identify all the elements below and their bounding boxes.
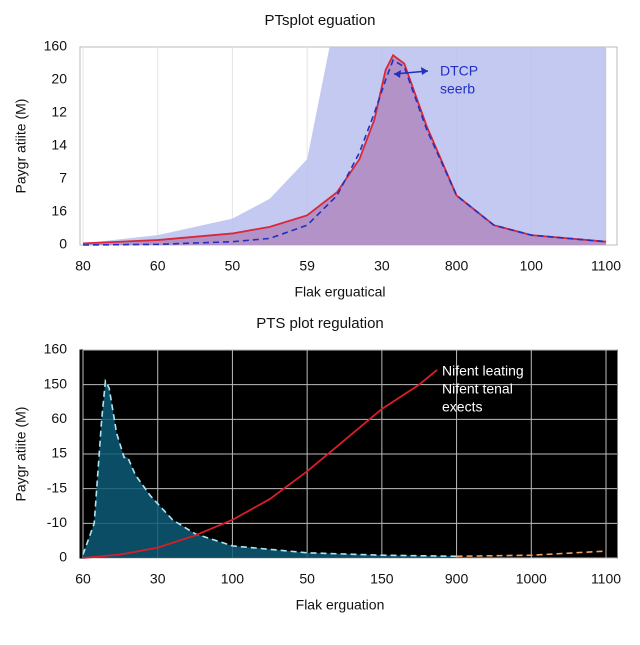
x-tick-label: 1100 <box>591 258 621 274</box>
annotation: DTCP <box>440 63 478 79</box>
y-tick-label: 160 <box>44 341 68 357</box>
y-tick-label: -15 <box>47 479 67 495</box>
x-tick-label: 50 <box>225 258 241 274</box>
x-tick-label: 1100 <box>591 571 621 587</box>
y-tick-label: 14 <box>51 137 67 153</box>
x-tick-label: 900 <box>445 571 469 587</box>
x-tick-label: 59 <box>299 258 315 274</box>
chart-title: PTS plot regulation <box>256 315 384 332</box>
series-line <box>82 59 607 246</box>
y-tick-label: 15 <box>51 445 67 461</box>
y-tick-label: 0 <box>59 549 67 565</box>
y-axis-label: Paygr atiite (M) <box>13 407 29 502</box>
y-tick-label: 12 <box>51 104 67 120</box>
x-tick-label: 60 <box>150 258 166 274</box>
annotation: exects <box>442 399 482 415</box>
series-line <box>82 369 438 559</box>
annotation-arrow <box>393 67 429 78</box>
series-area <box>83 55 606 245</box>
y-axis-label: Paygr atiite (M) <box>13 99 29 194</box>
x-tick-label: 150 <box>370 571 394 587</box>
x-tick-label: 1000 <box>516 571 547 587</box>
x-axis-label: Flak erguation <box>296 597 385 613</box>
y-tick-label: 160 <box>44 38 68 54</box>
y-tick-label: -10 <box>47 514 67 530</box>
chart-title: PTsplot eguation <box>265 12 376 29</box>
x-tick-label: 100 <box>520 258 544 274</box>
x-tick-label: 800 <box>445 258 469 274</box>
x-tick-label: 80 <box>75 258 91 274</box>
y-tick-label: 0 <box>59 236 67 252</box>
y-tick-label: 60 <box>51 410 67 426</box>
x-tick-label: 50 <box>299 571 315 587</box>
series-area <box>83 47 606 245</box>
annotation: seerb <box>440 81 475 97</box>
y-tick-label: 7 <box>59 170 67 186</box>
annotation: Nifent tenal <box>442 381 513 397</box>
x-tick-label: 30 <box>150 571 166 587</box>
x-tick-label: 100 <box>221 571 245 587</box>
x-tick-label: 30 <box>374 258 390 274</box>
y-tick-label: 20 <box>51 71 67 87</box>
y-tick-label: 16 <box>51 203 67 219</box>
series-line <box>456 550 607 558</box>
x-tick-label: 60 <box>75 571 91 587</box>
series-area <box>83 381 457 558</box>
annotation: Nifent leating <box>442 363 524 379</box>
x-axis-label: Flak erguatical <box>294 284 385 300</box>
y-tick-label: 150 <box>44 375 68 391</box>
